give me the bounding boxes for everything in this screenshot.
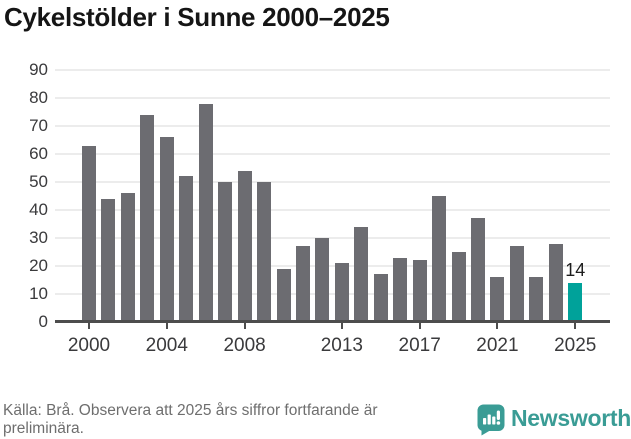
y-tick-label-20: 20 bbox=[29, 256, 48, 275]
bar-2011 bbox=[295, 246, 310, 322]
y-tick-label-70: 70 bbox=[29, 116, 48, 135]
bar-2009 bbox=[257, 182, 272, 322]
bar-2025 bbox=[568, 282, 583, 322]
bar-2001 bbox=[101, 198, 116, 322]
bar-chart: 0 10 20 30 40 50 60 70 80 90 2000 2004 2008 2013 2017 2… bbox=[29, 60, 610, 356]
bar-2016 bbox=[393, 257, 408, 322]
gridline-70 bbox=[55, 125, 610, 127]
bar-2023 bbox=[529, 277, 544, 322]
value-label-2025: 14 bbox=[565, 259, 586, 280]
y-tick-label-60: 60 bbox=[29, 144, 48, 163]
y-tick-label-30: 30 bbox=[29, 228, 48, 247]
source-note: Källa: Brå. Observera att 2025 års siffr… bbox=[3, 402, 378, 437]
bar-2008 bbox=[237, 170, 252, 322]
gridline-60 bbox=[55, 153, 610, 155]
y-tick-label-40: 40 bbox=[29, 200, 48, 219]
y-tick-label-90: 90 bbox=[29, 60, 48, 79]
bar-2005 bbox=[179, 176, 194, 322]
x-tick-label-2000: 2000 bbox=[67, 335, 111, 356]
bar-2020 bbox=[471, 218, 485, 322]
bar-2003 bbox=[140, 114, 155, 322]
chart-title: Cykelstölder i Sunne 2000–2025 bbox=[4, 2, 390, 32]
x-tick-2013 bbox=[340, 323, 343, 329]
bar-2018 bbox=[432, 196, 447, 322]
x-tick-label-2025: 2025 bbox=[554, 335, 597, 356]
x-tick-label-2004: 2004 bbox=[145, 335, 188, 356]
y-tick-label-10: 10 bbox=[29, 284, 48, 303]
bar-2007 bbox=[218, 182, 233, 322]
bar-2021 bbox=[490, 277, 505, 322]
bar-2004 bbox=[159, 137, 174, 322]
gridline-40 bbox=[55, 209, 610, 211]
bar-2013 bbox=[334, 263, 349, 322]
x-tick-label-2013: 2013 bbox=[320, 335, 363, 356]
bar-2022 bbox=[509, 246, 524, 322]
bar-2015 bbox=[373, 274, 388, 322]
gridline-30 bbox=[55, 237, 610, 239]
x-tick-label-2008: 2008 bbox=[223, 335, 266, 356]
bar-2019 bbox=[451, 252, 466, 322]
x-tick-label-2021: 2021 bbox=[476, 335, 519, 356]
gridline-80 bbox=[55, 97, 610, 99]
x-tick-label-2017: 2017 bbox=[398, 335, 441, 356]
x-tick-2008 bbox=[243, 323, 246, 329]
x-tick-2017 bbox=[418, 323, 421, 329]
x-tick-2025 bbox=[574, 323, 577, 329]
x-tick-2004 bbox=[165, 323, 168, 329]
bar-2024 bbox=[548, 243, 563, 322]
bar-2006 bbox=[198, 103, 213, 322]
x-tick-2021 bbox=[496, 323, 499, 329]
gridline-20 bbox=[55, 265, 610, 267]
bar-2012 bbox=[315, 238, 330, 322]
x-axis-line bbox=[55, 320, 610, 323]
gridline-90 bbox=[55, 69, 610, 71]
y-tick-label-50: 50 bbox=[29, 172, 48, 191]
newsworthy-logo[interactable]: Newsworthy bbox=[477, 403, 631, 436]
newsworthy-wordmark: Newsworthy bbox=[511, 405, 631, 431]
bar-2014 bbox=[354, 226, 369, 322]
gridline-10 bbox=[55, 293, 610, 295]
bar-2017 bbox=[412, 260, 427, 322]
bar-2010 bbox=[276, 268, 291, 322]
gridline-50 bbox=[55, 181, 610, 183]
newsworthy-bubble-chart-icon bbox=[477, 404, 505, 436]
y-tick-label-80: 80 bbox=[29, 88, 48, 107]
y-tick-label-0: 0 bbox=[38, 312, 48, 331]
bar-2000 bbox=[82, 145, 96, 322]
footer: Källa: Brå. Observera att 2025 års siffr… bbox=[0, 400, 631, 439]
bar-2002 bbox=[120, 193, 135, 322]
x-tick-2000 bbox=[88, 323, 90, 329]
